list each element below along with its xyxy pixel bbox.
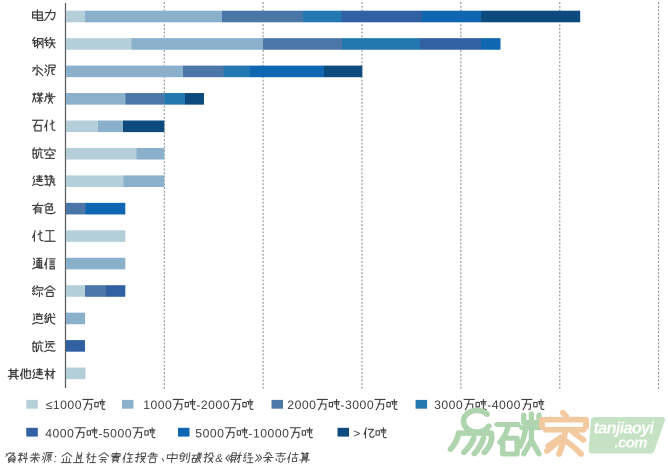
svg-text:5000: 5000 [195,426,224,440]
svg-text:>: > [353,426,361,440]
svg-text:3000: 3000 [434,398,463,412]
svg-text:&: & [214,453,224,465]
svg-text:.com: .com [615,434,648,451]
svg-text:-5000: -5000 [98,426,132,440]
svg-text:4000: 4000 [45,426,74,440]
svg-text::: : [53,453,58,465]
svg-text:≤1000: ≤1000 [46,398,82,412]
svg-text:-2000: -2000 [196,398,230,412]
svg-text:1000: 1000 [143,398,172,412]
svg-text:-4000: -4000 [487,398,521,412]
svg-text:-3000: -3000 [340,398,374,412]
svg-text:2000: 2000 [287,398,316,412]
svg-text:-10000: -10000 [248,426,289,440]
svg-text:tanjiaoyi: tanjiaoyi [594,420,655,438]
